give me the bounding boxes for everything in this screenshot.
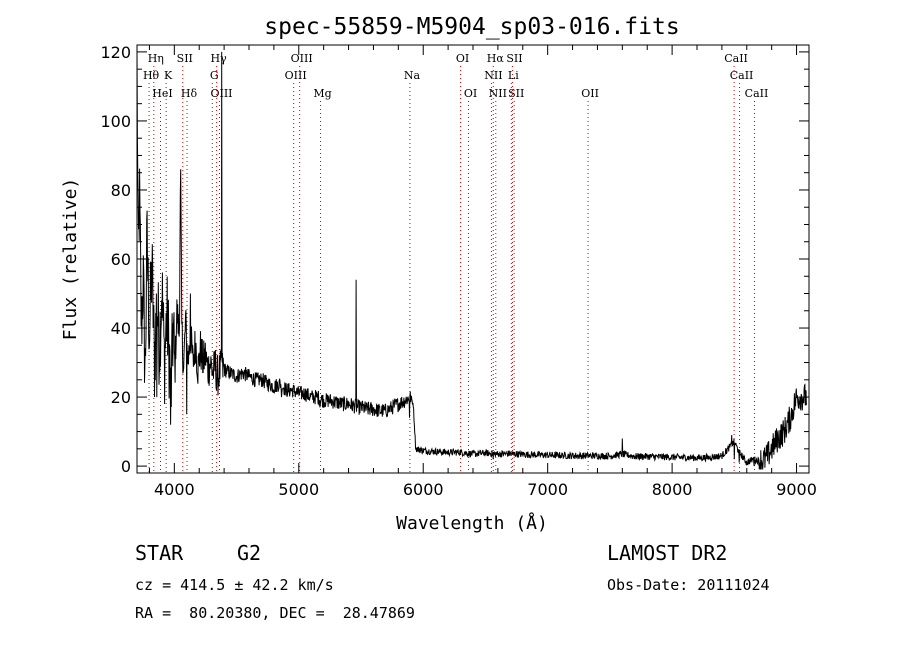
line-marker-label: Hδ [181, 87, 198, 100]
line-marker-label: Li [508, 69, 519, 82]
redshift-velocity: cz = 414.5 ± 42.2 km/s [135, 576, 334, 594]
line-marker-label: OII [581, 87, 599, 100]
x-tick-label: 6000 [403, 480, 444, 499]
coordinates: RA = 80.20380, DEC = 28.47869 [135, 604, 415, 622]
y-tick-label: 80 [111, 181, 131, 200]
object-subclass: G2 [237, 541, 262, 565]
line-marker-label: SII [506, 52, 522, 65]
y-tick-label: 20 [111, 388, 131, 407]
plot-frame [136, 44, 810, 474]
observation-date: Obs-Date: 20111024 [607, 576, 770, 594]
line-marker-label: Hγ [211, 52, 228, 65]
line-marker-label: SII [177, 52, 193, 65]
x-axis-label: Wavelength (Å) [396, 512, 548, 534]
line-marker-label: Na [404, 69, 421, 82]
line-marker-label: Hα [487, 52, 505, 65]
y-tick-label: 60 [111, 250, 131, 269]
line-marker-label: HeI [152, 87, 172, 100]
y-tick-label: 40 [111, 319, 131, 338]
line-marker-label: OI [456, 52, 469, 65]
x-tick-label: 9000 [776, 480, 817, 499]
line-marker-label: Mg [313, 87, 331, 100]
line-marker-label: CaII [724, 52, 748, 65]
axes: 4000 5000 6000 7000 8000 9000 0 20 40 60 80 100 120 [100, 43, 816, 499]
line-marker-label: Hθ [143, 69, 160, 82]
y-tick-label: 120 [100, 43, 131, 62]
x-tick-label: 4000 [154, 480, 195, 499]
y-tick-label: 100 [100, 112, 131, 131]
line-marker-label: OIII [285, 69, 307, 82]
line-marker-label: NII [489, 87, 507, 100]
line-marker-label: Hη [148, 52, 164, 65]
line-markers [148, 66, 755, 473]
line-marker-label: K [164, 69, 173, 82]
survey-name: LAMOST DR2 [607, 541, 728, 565]
x-tick-label: 7000 [527, 480, 568, 499]
line-marker-label: SII [508, 87, 524, 100]
line-marker-label: OIII [291, 52, 313, 65]
object-class: STAR [135, 541, 184, 565]
line-marker-label: G [210, 69, 219, 82]
y-axis-label: Flux (relative) [60, 178, 81, 341]
spectrum-line [136, 48, 807, 470]
line-marker-label: NII [484, 69, 502, 82]
x-tick-label: 8000 [652, 480, 693, 499]
line-marker-label: CaII [745, 87, 769, 100]
y-tick-label: 0 [121, 457, 131, 476]
x-tick-label: 5000 [278, 480, 319, 499]
line-marker-label: OI [464, 87, 477, 100]
chart-title: spec-55859-M5904_sp03-016.fits [264, 14, 679, 40]
line-marker-label: CaII [730, 69, 754, 82]
